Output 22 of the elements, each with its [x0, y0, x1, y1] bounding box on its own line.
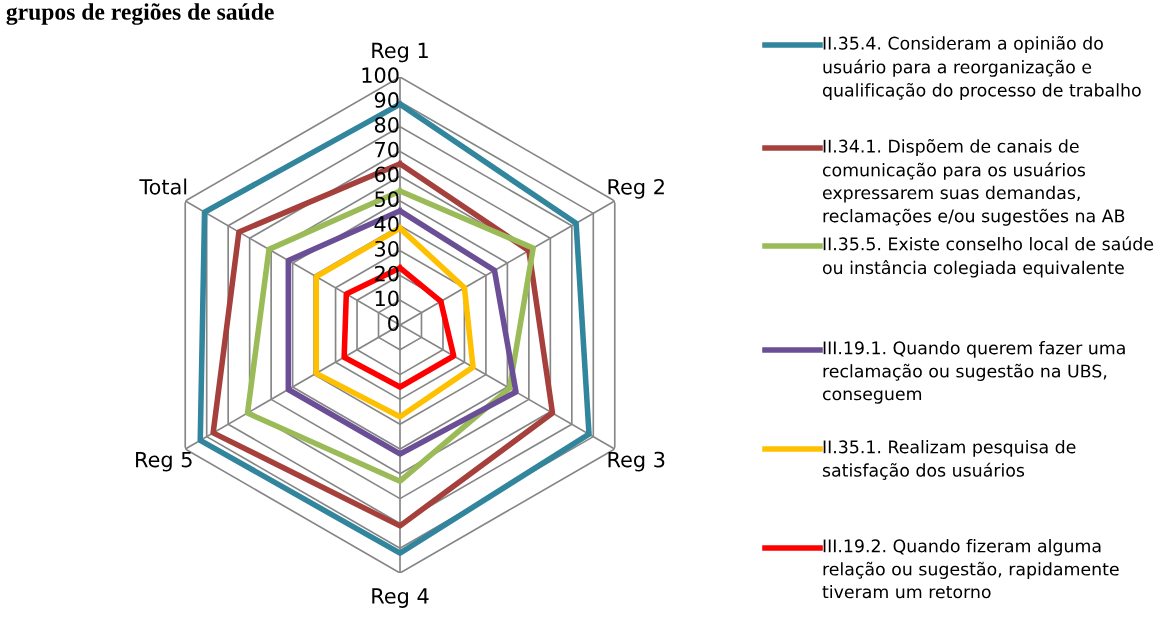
chart-title: grupos de regiões de saúde [6, 3, 274, 25]
legend-label: II.35.1. Realizam pesquisa de satisfação dos usuários [822, 440, 1076, 480]
spoke-label: Reg 5 [136, 451, 192, 472]
legend-label: III.19.2. Quando fizeram alguma relação ou sugestão, rapidamente tiveram um retorno [822, 539, 1119, 599]
spoke-label: Reg 3 [608, 451, 665, 472]
spoke-label: Reg 1 [372, 42, 428, 63]
spoke-label: Reg 2 [608, 178, 664, 199]
spoke-label: Reg 4 [372, 588, 429, 608]
legend-label: II.35.4. Consideram a opinião do usuário para a reorganização e qualificação do processo de trabalho [822, 36, 1141, 101]
y-tick-label: 10 [375, 290, 399, 307]
legend-label: II.35.5. Existe conselho local de saúde ou instância colegiada equivalente [822, 236, 1154, 278]
y-tick-label: 100 [362, 67, 399, 84]
y-tick-label: 90 [374, 92, 399, 108]
y-tick-label: 70 [375, 141, 399, 158]
y-tick-label: 80 [374, 116, 399, 133]
legend-label: II.34.1. Dispõem de canais de comunicação para os usuários expressarem suas demandas, reclamações e/ou sugestões na AB [822, 139, 1125, 226]
y-tick-label: 30 [375, 240, 399, 257]
spoke-label: Total [139, 178, 187, 195]
y-tick-label: 0 [388, 315, 399, 332]
legend-label: III.19.1. Quando querem fazer uma reclamação ou sugestão na UBS, conseguem [822, 341, 1125, 404]
y-tick-label: 50 [375, 191, 399, 208]
y-tick-label: 60 [374, 166, 399, 183]
